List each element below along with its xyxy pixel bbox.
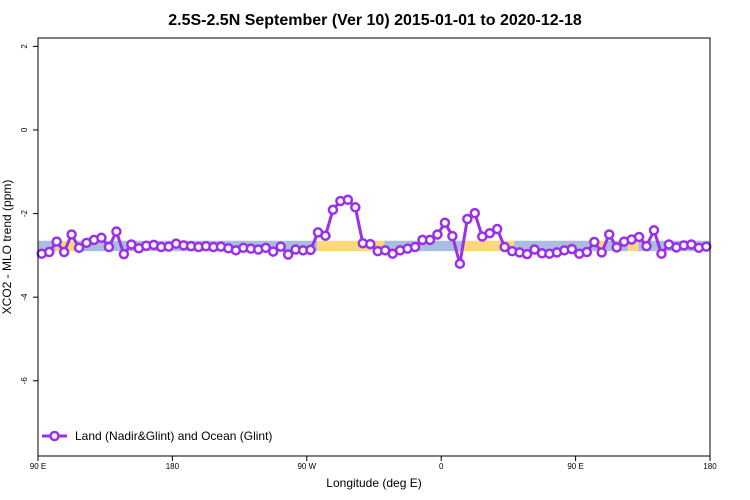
data-point [521, 248, 533, 260]
series-layer [36, 194, 712, 269]
data-point [103, 241, 115, 253]
band-segment-ocean [384, 240, 464, 252]
data-point [118, 248, 130, 260]
y-tick-label: -2 [20, 209, 29, 217]
y-tick-label: 2 [20, 44, 29, 49]
data-point [365, 238, 376, 250]
data-point [499, 241, 510, 253]
data-point [484, 227, 495, 239]
data-point [327, 204, 339, 216]
x-tick-label: 90 E [567, 462, 583, 471]
y-axis-label: XCO2 - MLO trend (ppm) [0, 180, 14, 315]
x-tick-label: 90 E [30, 462, 46, 471]
data-point [633, 231, 645, 243]
data-point [73, 242, 85, 254]
data-point [424, 234, 436, 246]
plot-frame [37, 37, 711, 457]
data-point [454, 258, 466, 269]
data-point [320, 230, 331, 241]
data-point [305, 244, 316, 256]
x-tick-label: 90 W [297, 462, 316, 471]
data-point [462, 213, 473, 225]
data-point [439, 217, 451, 229]
data-point [96, 232, 107, 244]
y-tick-label: -4 [20, 293, 29, 301]
data-point [701, 241, 712, 252]
data-point [491, 223, 503, 235]
data-point [566, 243, 578, 255]
legend-circle-marker [49, 430, 60, 442]
data-point [611, 242, 622, 253]
data-point [350, 202, 361, 213]
data-point [58, 246, 70, 258]
data-point [589, 236, 600, 248]
data-point [648, 225, 660, 236]
data-point [409, 241, 421, 253]
data-point [447, 230, 458, 242]
chart-title: 2.5S-2.5N September (Ver 10) 2015-01-01 … [168, 12, 582, 29]
band-segment-land [596, 240, 606, 252]
x-tick-label: 180 [703, 462, 717, 471]
y-axis: 2 0 -2 -4 -6 [20, 44, 38, 385]
data-point [596, 247, 607, 258]
data-point [603, 229, 615, 240]
data-point [66, 229, 77, 240]
legend: Land (Nadir&Glint) and Ocean (Glint) [42, 429, 272, 443]
data-point [282, 249, 294, 260]
data-point [267, 246, 279, 257]
data-point [43, 246, 55, 258]
x-tick-label: 0 [439, 462, 444, 471]
x-axis-label: Longitude (deg E) [326, 476, 421, 490]
band-segment-land [463, 240, 515, 252]
data-point [581, 246, 593, 258]
y-tick-label: -6 [20, 377, 29, 385]
band-segment-land [317, 240, 385, 252]
data-point [656, 248, 667, 259]
x-axis: 90 E 180 90 W 0 90 E 180 [30, 456, 717, 471]
data-point [275, 241, 286, 252]
band-segment-land [627, 240, 639, 252]
band-segment-ocean [514, 240, 597, 252]
data-point [342, 194, 354, 206]
data-point [432, 229, 443, 240]
x-tick-label: 180 [166, 462, 180, 471]
data-point [51, 236, 62, 247]
data-point [111, 226, 122, 237]
data-point [641, 240, 652, 252]
y-tick-label: 0 [20, 127, 29, 132]
legend-entry-label: Land (Nadir&Glint) and Ocean (Glint) [75, 429, 272, 443]
data-point [469, 207, 481, 219]
band-segment-ocean [38, 240, 56, 252]
